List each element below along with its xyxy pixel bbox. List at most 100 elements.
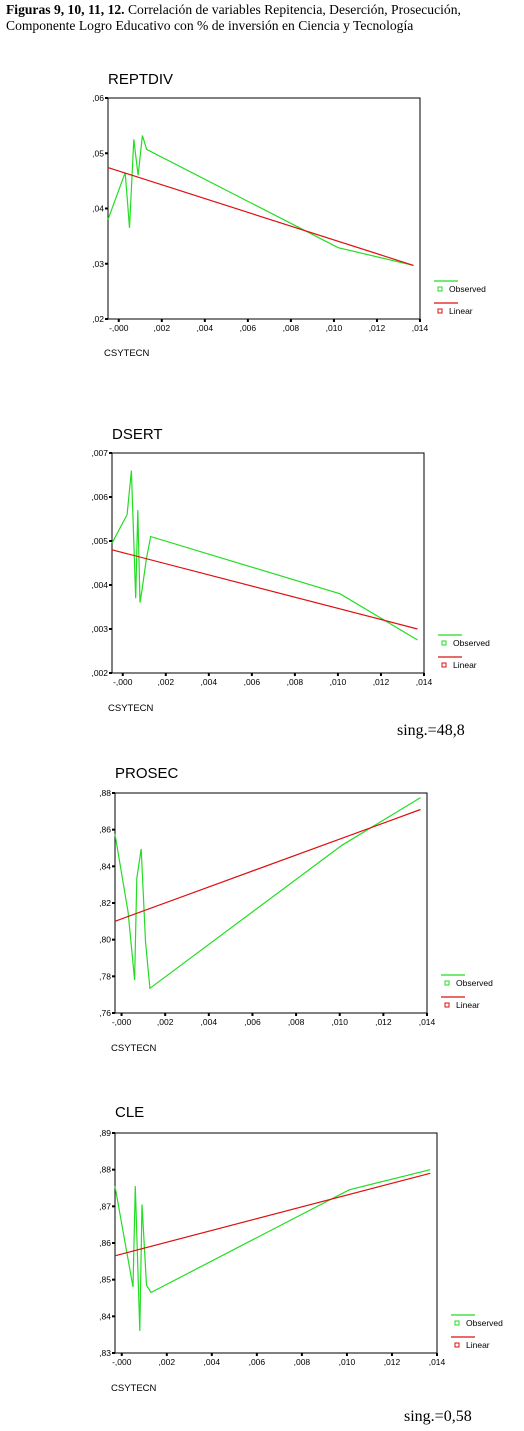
legend-label: Linear <box>456 1000 480 1010</box>
y-tick-label: ,002 <box>91 668 108 678</box>
x-tick-label: ,002 <box>159 1357 176 1367</box>
x-tick-label: -,000 <box>109 323 129 333</box>
x-tick-label: ,006 <box>244 1017 261 1027</box>
legend-label: Linear <box>453 660 477 670</box>
y-tick-label: ,78 <box>99 971 111 981</box>
x-tick-label: ,012 <box>375 1017 392 1027</box>
x-tick-label: ,010 <box>339 1357 356 1367</box>
x-tick-label: ,014 <box>429 1357 446 1367</box>
x-tick-label: ,010 <box>330 677 347 687</box>
y-tick-label: ,80 <box>99 935 111 945</box>
linear-fit-line <box>107 167 414 266</box>
chart-title: CLE <box>115 1104 144 1121</box>
figure-caption: Figuras 9, 10, 11, 12. Correlación de va… <box>6 2 521 34</box>
linear-fit-line <box>111 549 418 630</box>
x-axis-label: CSYTECN <box>111 1043 157 1054</box>
legend-marker <box>437 286 443 292</box>
x-axis-label: CSYTECN <box>108 703 154 714</box>
x-tick-label: ,002 <box>157 1017 174 1027</box>
significance-label: sing.=48,8 <box>397 722 465 739</box>
x-tick-label: ,014 <box>419 1017 436 1027</box>
y-tick-label: ,83 <box>99 1348 111 1358</box>
x-tick-label: ,002 <box>154 323 171 333</box>
chart-title: DSERT <box>112 426 163 443</box>
y-tick-label: ,06 <box>92 93 104 103</box>
x-tick-label: ,008 <box>294 1357 311 1367</box>
chart-reptdiv: REPTDIV ,02 ,03 ,04 ,05 ,06 -,000 ,002 ,004 ,006,… <box>92 71 486 359</box>
x-tick-label: ,006 <box>244 677 261 687</box>
linear-fit-line <box>114 808 421 922</box>
y-tick-label: ,006 <box>91 492 108 502</box>
observed-line <box>107 135 414 266</box>
chart-cle: CLE ,83 ,84 ,85 ,86 ,87 ,88 ,89 -,000 ,002 ,004 ,00… <box>99 1104 503 1394</box>
y-tick-label: ,04 <box>92 204 104 214</box>
y-tick-label: ,05 <box>92 148 104 158</box>
y-tick-label: ,88 <box>99 788 111 798</box>
y-tick-label: ,86 <box>99 1238 111 1248</box>
legend-label: Observed <box>449 284 486 294</box>
y-tick-label: ,76 <box>99 1008 111 1018</box>
observed-line <box>114 1169 431 1332</box>
observed-line <box>111 470 418 641</box>
legend-label: Linear <box>449 306 473 316</box>
y-tick-label: ,84 <box>99 1311 111 1321</box>
legend-marker <box>441 640 447 646</box>
legend-label: Observed <box>466 1318 503 1328</box>
x-tick-label: ,010 <box>326 323 343 333</box>
x-tick-label: ,014 <box>416 677 433 687</box>
x-tick-label: ,004 <box>204 1357 221 1367</box>
legend-marker <box>437 308 443 314</box>
chart-dsert: DSERT ,002 ,003 ,004 ,005 ,006 ,007 -,000 ,002 ,0… <box>91 426 490 714</box>
plot-frame <box>107 97 421 320</box>
caption-lead: Figuras 9, 10, 11, 12. <box>6 2 125 17</box>
x-tick-label: ,006 <box>240 323 257 333</box>
x-tick-label: -,000 <box>113 677 133 687</box>
legend-marker <box>454 1320 460 1326</box>
x-tick-label: ,012 <box>384 1357 401 1367</box>
plot-frame <box>111 452 425 674</box>
x-axis-label: CSYTECN <box>104 348 150 359</box>
chart-title: REPTDIV <box>108 71 173 88</box>
x-tick-label: ,004 <box>197 323 214 333</box>
x-tick-label: ,006 <box>249 1357 266 1367</box>
y-tick-label: ,85 <box>99 1275 111 1285</box>
chart-title: PROSEC <box>115 765 179 782</box>
y-tick-label: ,82 <box>99 898 111 908</box>
x-tick-label: ,010 <box>331 1017 348 1027</box>
legend-label: Linear <box>466 1340 490 1350</box>
y-tick-label: ,88 <box>99 1165 111 1175</box>
y-tick-label: ,86 <box>99 825 111 835</box>
linear-fit-line <box>114 1172 431 1257</box>
x-tick-label: -,000 <box>112 1017 132 1027</box>
y-tick-label: ,87 <box>99 1201 111 1211</box>
x-tick-label: ,008 <box>288 1017 305 1027</box>
chart-prosec: PROSEC ,76 ,78 ,80 ,82 ,84 ,86 ,88 -,000 ,002 ,004… <box>99 765 493 1054</box>
y-tick-label: ,89 <box>99 1128 111 1138</box>
x-tick-label: ,008 <box>283 323 300 333</box>
x-tick-label: ,012 <box>373 677 390 687</box>
legend-marker <box>441 662 447 668</box>
x-tick-label: ,012 <box>369 323 386 333</box>
y-tick-label: ,007 <box>91 448 108 458</box>
observed-line <box>114 797 421 990</box>
y-tick-label: ,02 <box>92 314 104 324</box>
x-tick-label: ,014 <box>412 323 429 333</box>
x-tick-label: ,002 <box>158 677 175 687</box>
x-tick-label: ,008 <box>287 677 304 687</box>
x-tick-label: -,000 <box>112 1357 132 1367</box>
y-tick-label: ,004 <box>91 580 108 590</box>
legend-marker <box>444 1002 450 1008</box>
x-axis-label: CSYTECN <box>111 1383 157 1394</box>
y-tick-label: ,03 <box>92 259 104 269</box>
y-tick-label: ,84 <box>99 861 111 871</box>
legend-label: Observed <box>453 638 490 648</box>
y-tick-label: ,005 <box>91 536 108 546</box>
y-tick-label: ,003 <box>91 624 108 634</box>
legend-label: Observed <box>456 978 493 988</box>
legend-marker <box>444 980 450 986</box>
x-tick-label: ,004 <box>201 1017 218 1027</box>
x-tick-label: ,004 <box>201 677 218 687</box>
significance-label: sing.=0,58 <box>404 1408 472 1425</box>
caption-text: Correlación de variables Repitencia, Des… <box>6 2 461 33</box>
